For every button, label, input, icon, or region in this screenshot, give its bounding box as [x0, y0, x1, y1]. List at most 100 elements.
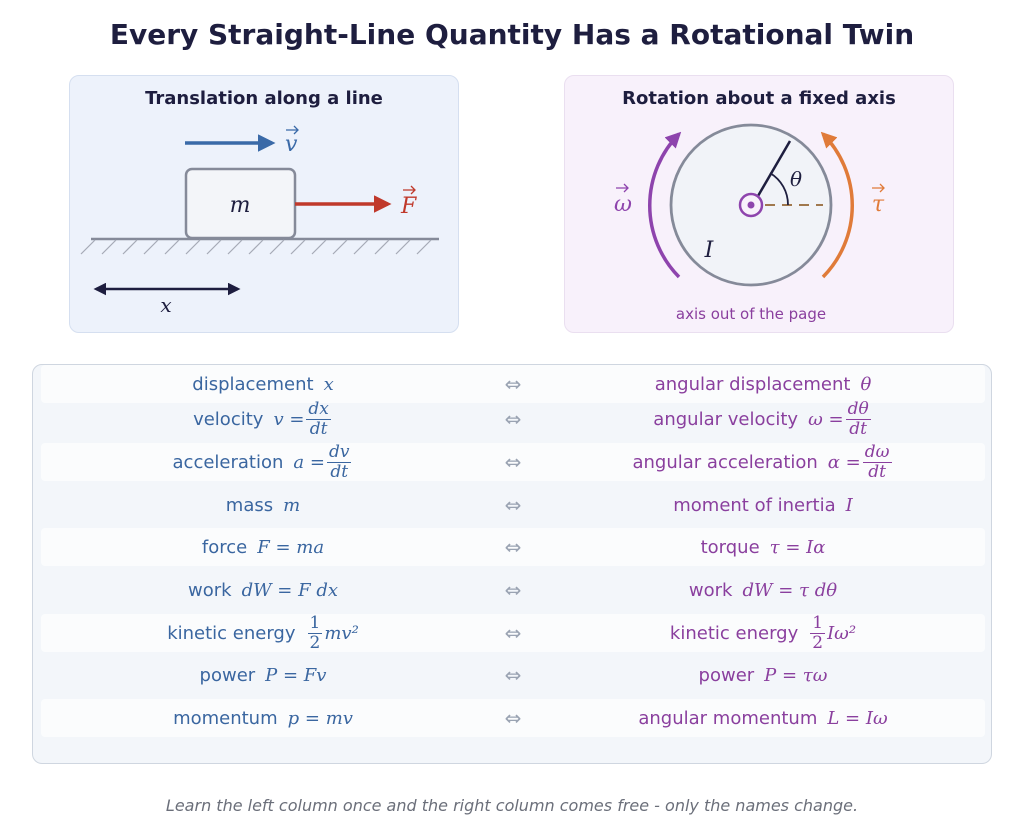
- fraction: dθ dt: [845, 398, 871, 439]
- linear-quantity-name: displacement: [192, 373, 314, 395]
- linear-quantity-name: force: [201, 536, 248, 558]
- linear-cell: work dW = F dx: [41, 571, 485, 609]
- linear-cell: power P = Fv: [41, 656, 485, 694]
- footer-note: Learn the left column once and the right…: [165, 796, 859, 815]
- table-row: velocity v = dx dt ⇔ angular velocity ω …: [41, 400, 985, 438]
- linear-cell: force F = ma: [41, 528, 485, 566]
- linear-equation: m: [283, 494, 301, 516]
- velocity-vector-mark: [286, 125, 299, 135]
- table-row: kinetic energy 1 2 mv² ⇔ kinetic energy …: [41, 614, 985, 652]
- linear-cell: displacement x: [41, 365, 485, 403]
- correspondence-table: displacement x ⇔ angular displacement θ …: [32, 364, 992, 764]
- mass-label: m: [230, 193, 251, 218]
- linear-cell: velocity v = dx dt: [41, 400, 485, 438]
- rotational-quantity-name: angular acceleration: [632, 451, 818, 473]
- rotational-cell: power P = τω: [541, 656, 985, 694]
- rotational-quantity-name: kinetic energy: [669, 622, 799, 644]
- rotational-cell: angular momentum L = Iω: [541, 699, 985, 737]
- rotational-cell: angular velocity ω = dθ dt: [541, 400, 985, 438]
- rotational-quantity-name: angular velocity: [653, 408, 799, 430]
- rotational-cell: angular acceleration α = dω dt: [541, 443, 985, 481]
- angular-velocity-label: ω: [614, 192, 632, 217]
- velocity-label: v: [285, 132, 298, 157]
- rotational-equation: dW = τ dθ: [742, 579, 838, 601]
- linear-cell: mass m: [41, 486, 485, 524]
- correspondence-arrow: ⇔: [504, 706, 522, 730]
- correspondence-arrow: ⇔: [504, 621, 522, 645]
- radius-line: [756, 140, 792, 197]
- linear-quantity-name: kinetic energy: [167, 622, 296, 644]
- rotational-equation: τ = Iα: [769, 536, 826, 558]
- table-row: work dW = F dx ⇔ work dW = τ dθ: [41, 571, 985, 609]
- table-row: force F = ma ⇔ torque τ = Iα: [41, 528, 985, 566]
- table-row: momentum p = mv ⇔ angular momentum L = I…: [41, 699, 985, 737]
- linear-quantity-name: mass: [225, 494, 274, 516]
- correspondence-arrow: ⇔: [504, 535, 522, 559]
- position-label: x: [160, 293, 171, 317]
- rotation-figure: ω τ θ I axis out of the page: [614, 123, 885, 323]
- tau-vector-mark: [872, 183, 885, 193]
- table-row: acceleration a = dv dt ⇔ angular acceler…: [41, 443, 985, 481]
- rotational-cell: angular displacement θ: [541, 365, 985, 403]
- torque-label: τ: [872, 192, 885, 217]
- linear-equation: P = Fv: [265, 664, 327, 686]
- rotational-quantity-name: power: [698, 664, 755, 686]
- fraction: dω dt: [862, 441, 892, 482]
- fraction: 1 2: [810, 612, 826, 653]
- linear-quantity-name: work: [188, 579, 232, 601]
- rotational-cell: moment of inertia I: [541, 486, 985, 524]
- correspondence-arrow: ⇔: [504, 493, 522, 517]
- page-title: Every Straight-Line Quantity Has a Rotat…: [109, 18, 915, 51]
- inertia-label: I: [704, 238, 715, 263]
- linear-equation: F = ma: [257, 536, 325, 558]
- translation-panel-title: Translation along a line: [145, 88, 383, 109]
- torque-arc: [820, 131, 854, 279]
- linear-cell: acceleration a = dv dt: [41, 443, 485, 481]
- omega-vector-mark: [616, 183, 629, 193]
- rotational-quantity-name: angular displacement: [654, 373, 851, 395]
- linear-equation: dW = F dx: [241, 579, 338, 601]
- linear-equation: p = mv: [287, 707, 353, 729]
- axis-caption: axis out of the page: [676, 305, 826, 323]
- rotational-equation: P = τω: [764, 664, 828, 686]
- rotational-equation: α = dω dt: [827, 441, 892, 482]
- rotational-equation: L = Iω: [827, 707, 888, 729]
- linear-quantity-name: power: [199, 664, 256, 686]
- linear-quantity-name: acceleration: [172, 451, 284, 473]
- linear-cell: kinetic energy 1 2 mv²: [41, 614, 485, 652]
- rotational-equation: 1 2 Iω²: [810, 612, 857, 653]
- correspondence-arrow: ⇔: [504, 578, 522, 602]
- table-row: mass m ⇔ moment of inertia I: [41, 486, 985, 524]
- correspondence-arrow: ⇔: [504, 372, 522, 396]
- fraction: dv dt: [326, 441, 352, 482]
- linear-quantity-name: velocity: [193, 408, 264, 430]
- translation-figure: v m F x: [80, 125, 439, 317]
- rotation-panel: Rotation about a fixed axis ω τ θ I: [564, 75, 954, 333]
- rotational-quantity-name: torque: [700, 536, 760, 558]
- rotation-panel-title: Rotation about a fixed axis: [622, 88, 896, 109]
- correspondence-arrow: ⇔: [504, 407, 522, 431]
- linear-cell: momentum p = mv: [41, 699, 485, 737]
- rotational-equation: I: [845, 494, 853, 516]
- linear-equation: x: [323, 373, 334, 395]
- fraction: 1 2: [307, 612, 323, 653]
- rotational-quantity-name: moment of inertia: [673, 494, 836, 516]
- linear-equation: 1 2 mv²: [307, 612, 359, 653]
- correspondence-arrow: ⇔: [504, 663, 522, 687]
- rotational-quantity-name: angular momentum: [638, 707, 818, 729]
- rotational-cell: work dW = τ dθ: [541, 571, 985, 609]
- angle-label: θ: [790, 167, 802, 191]
- rotational-quantity-name: work: [688, 579, 733, 601]
- rotational-cell: torque τ = Iα: [541, 528, 985, 566]
- force-vector-mark: [403, 185, 416, 195]
- angle-arc: [769, 172, 789, 206]
- table-row: power P = Fv ⇔ power P = τω: [41, 656, 985, 694]
- linear-equation: v = dx dt: [273, 398, 331, 439]
- axis-dot: [747, 201, 755, 209]
- linear-equation: a = dv dt: [293, 441, 352, 482]
- rotational-cell: kinetic energy 1 2 Iω²: [541, 614, 985, 652]
- force-label: F: [400, 194, 417, 219]
- table-row: displacement x ⇔ angular displacement θ: [41, 365, 985, 403]
- translation-panel: Translation along a line v m F: [69, 75, 459, 333]
- ground-hatching: [80, 239, 432, 255]
